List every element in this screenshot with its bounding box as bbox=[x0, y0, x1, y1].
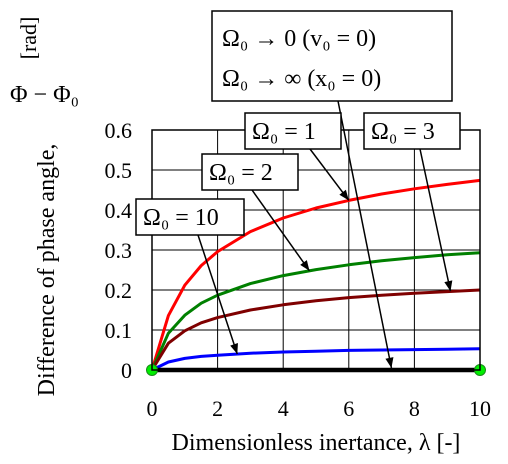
y-tick-label: 0 bbox=[121, 358, 132, 383]
annotation-omega-2-box bbox=[201, 153, 299, 191]
annotation-omega-10: Ω₀ = 10 bbox=[135, 198, 245, 236]
x-tick-label: 2 bbox=[212, 396, 223, 421]
arrow-omega-2-head bbox=[300, 260, 310, 271]
tick-labels: 0 2 4 6 8 10 0 0.1 0.2 0.3 0.4 0.5 0.6 bbox=[105, 118, 492, 421]
arrow-omega-10-head bbox=[230, 343, 238, 354]
x-tick-label: 4 bbox=[278, 396, 289, 421]
arrow-omega-3-head bbox=[444, 280, 453, 292]
annotation-omega-3-label: Ω₀ = 3 bbox=[371, 119, 435, 145]
arrow-omega-10 bbox=[197, 234, 238, 355]
arrow-omega-limits-head bbox=[385, 357, 394, 368]
y-tick-label: 0.5 bbox=[105, 158, 133, 183]
y-tick-label: 0.6 bbox=[105, 118, 133, 143]
annotation-omega-limits-line2: Ω₀ → ∞ (x₀ = 0) bbox=[222, 66, 381, 92]
annotation-omega-limits-line1: Ω₀ → 0 (v₀ = 0) bbox=[222, 26, 376, 52]
annotation-omega-1-box bbox=[244, 112, 342, 150]
arrow-omega-1-head bbox=[339, 189, 349, 201]
series-line-0 bbox=[150, 178, 481, 371]
y-tick-label: 0.4 bbox=[105, 198, 133, 223]
x-tick-label: 10 bbox=[469, 396, 491, 421]
arrow-omega-3 bbox=[419, 148, 452, 292]
arrow-omega-1 bbox=[309, 148, 350, 201]
arrow-omega-2 bbox=[251, 189, 311, 272]
x-tick-label: 8 bbox=[409, 396, 420, 421]
grid bbox=[151, 129, 481, 371]
annotation-omega-2: Ω₀ = 2 bbox=[201, 153, 299, 191]
annotation-omega-1-label: Ω₀ = 1 bbox=[252, 119, 316, 145]
y-axis-title: Difference of phase angle, bbox=[34, 144, 60, 397]
annotation-arrows bbox=[197, 100, 453, 369]
y-tick-label: 0.2 bbox=[105, 278, 133, 303]
series-line-3 bbox=[151, 347, 481, 372]
y-tick-label: 0.3 bbox=[105, 238, 133, 263]
x-axis-title: Dimensionless inertance, λ [-] bbox=[172, 430, 461, 456]
arrow-omega-limits bbox=[337, 100, 393, 369]
annotation-omega-limits: Ω₀ → 0 (v₀ = 0) Ω₀ → ∞ (x₀ = 0) bbox=[211, 10, 453, 102]
annotation-omega-10-label: Ω₀ = 10 bbox=[143, 205, 219, 231]
y-axis-unit: [rad] bbox=[16, 17, 41, 60]
y-tick-label: 0.1 bbox=[105, 318, 133, 343]
x-tick-label: 0 bbox=[147, 396, 158, 421]
annotation-omega-limits-box bbox=[211, 10, 453, 102]
series-line-1 bbox=[150, 251, 481, 371]
y-axis-symbol: Φ − Φ₀ bbox=[10, 82, 79, 108]
annotation-omega-3: Ω₀ = 3 bbox=[363, 112, 461, 150]
annotation-omega-2-label: Ω₀ = 2 bbox=[209, 160, 273, 186]
annotation-omega-1: Ω₀ = 1 bbox=[244, 112, 342, 150]
annotation-omega-3-box bbox=[363, 112, 461, 150]
series-line-2 bbox=[150, 288, 481, 371]
x-tick-label: 6 bbox=[343, 396, 354, 421]
annotation-omega-10-box bbox=[135, 198, 245, 236]
